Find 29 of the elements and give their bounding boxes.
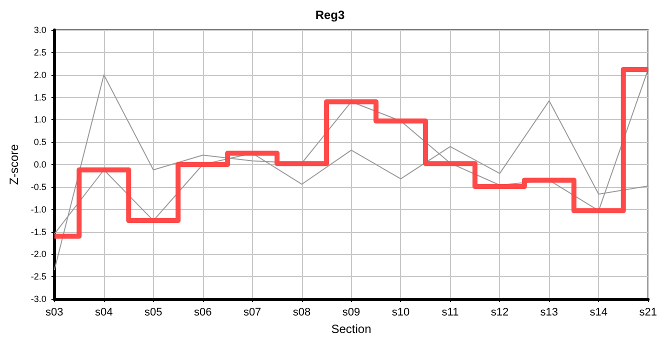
x-tick-label: s04 [95,306,113,318]
y-tick-label: 3.0 [34,25,46,35]
y-tick-label: 2.5 [34,47,46,58]
x-tick-label: s09 [342,306,360,318]
x-tick-label: s13 [540,306,558,318]
x-tick-label: s11 [442,306,459,318]
y-tick-label: -3.0 [30,294,46,304]
y-axis-title: Z-score [7,144,21,185]
y-tick-label: -1.0 [30,204,46,214]
x-tick-label: s06 [194,306,212,318]
y-tick-label: -0.5 [30,182,46,192]
x-tick-label: s03 [46,306,64,318]
y-tick-label: -2.0 [30,249,46,260]
y-tick-label: 0.5 [34,137,46,148]
y-tick-label: -2.5 [30,272,46,282]
x-tick-label: s07 [243,306,262,318]
y-tick-label: 1.0 [34,114,46,125]
y-tick-label: 2.0 [34,70,46,80]
y-tick-label: 1.5 [34,92,46,102]
chart-title: Reg3 [315,8,345,22]
x-tick-label: s14 [590,306,608,318]
x-tick-label: s05 [144,306,162,318]
x-tick-label: s12 [490,306,509,318]
y-tick-label: 0.0 [34,160,46,170]
x-tick-label: s08 [292,306,311,318]
x-tick-label: s10 [392,306,410,318]
y-tick-label: -1.5 [30,226,46,237]
x-axis-title: Section [331,322,372,336]
x-tick-label: s21 [639,306,658,318]
